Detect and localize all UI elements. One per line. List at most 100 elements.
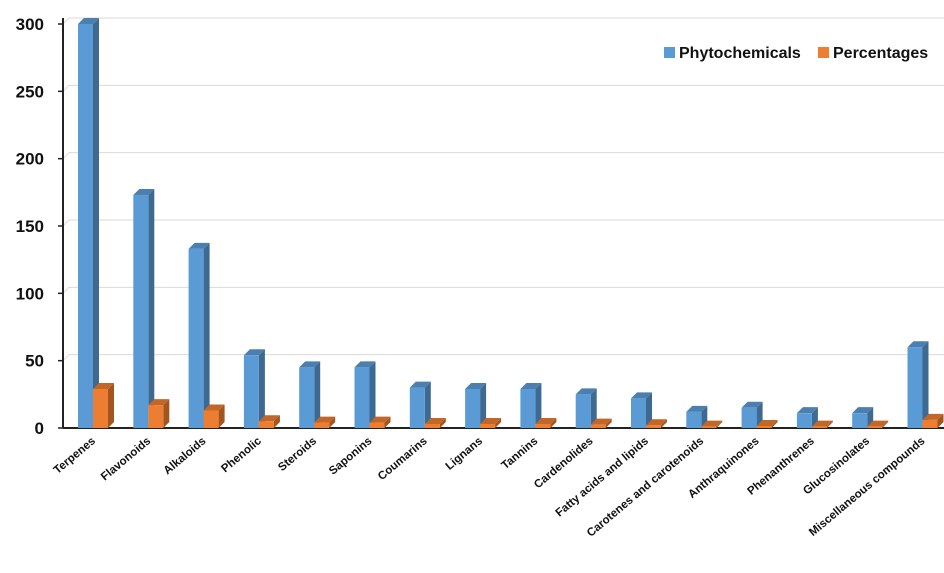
bar-phytochemicals-1-side [148, 189, 155, 428]
bar-percentages-1-side [163, 399, 170, 428]
bar-percentages-5 [369, 416, 391, 428]
bar-phytochemicals-11-top [686, 405, 708, 412]
bar-phytochemicals-8-front [520, 388, 536, 428]
bar-percentages-9-front [590, 424, 606, 428]
bar-phytochemicals-3-side [258, 349, 265, 428]
bar-percentages-6-front [424, 423, 440, 428]
x-tick-label: Flavonoids [99, 435, 153, 483]
bar-percentages-14-side [882, 420, 889, 428]
bar-percentages-15-front [922, 419, 938, 428]
bar-phytochemicals-4-top [299, 361, 321, 368]
bar-percentages-1 [148, 399, 170, 428]
legend-swatch-phytochemicals [664, 47, 675, 58]
bar-percentages-0-side [108, 382, 114, 428]
x-tick-label: Carotenes and carotenoids [585, 435, 706, 539]
bar-phytochemicals-1 [133, 189, 155, 428]
bar-phytochemicals-0-side [93, 18, 99, 428]
bar-phytochemicals-6 [409, 381, 431, 428]
bar-percentages-0 [93, 382, 114, 428]
bar-phytochemicals-14-top [852, 407, 874, 414]
bar-percentages-13-side [826, 420, 833, 428]
bar-percentages-3 [258, 415, 280, 428]
bar-percentages-3-top [258, 415, 280, 422]
bar-phytochemicals-2-front [188, 248, 204, 428]
bar-percentages-2-side [218, 404, 225, 428]
bar-phytochemicals-10-front [631, 398, 646, 428]
bar-phytochemicals-3-front [243, 355, 259, 428]
bar-percentages-2 [203, 404, 225, 428]
bar-percentages-7 [480, 417, 502, 428]
bar-percentages-4-front [314, 422, 330, 428]
bar-phytochemicals-1-front [133, 195, 149, 428]
bar-phytochemicals-2 [188, 242, 210, 428]
bar-phytochemicals-12-front [741, 407, 757, 428]
bar-percentages-4-side [329, 416, 336, 428]
x-tick-label: Coumarins [376, 435, 430, 483]
bar-phytochemicals-9-side [590, 388, 597, 428]
bar-phytochemicals-2-side [203, 242, 210, 428]
bar-phytochemicals-4 [299, 361, 321, 428]
bar-percentages-4 [314, 416, 336, 428]
bar-percentages-15-top [922, 413, 944, 420]
bar-percentages-14-top [867, 420, 889, 427]
x-tick-label: Phenolic [219, 435, 264, 475]
x-tick-label: Fatty acids and lipids [554, 435, 651, 519]
bar-percentages-7-top [480, 417, 502, 424]
bar-percentages-2-front [203, 410, 219, 428]
bar-percentages-8-side [550, 417, 557, 428]
bar-percentages-9-top [590, 418, 612, 425]
bar-phytochemicals-7 [465, 382, 487, 428]
x-tick-label: Lignans [444, 435, 485, 473]
bar-phytochemicals-11 [686, 405, 708, 428]
bar-phytochemicals-10-side [646, 392, 652, 428]
bar-percentages-8-front [535, 423, 551, 428]
bar-percentages-6 [424, 417, 446, 428]
bar-phytochemicals-10 [631, 392, 652, 428]
bar-phytochemicals-15-side [922, 341, 929, 428]
y-tick-label: 100 [16, 284, 44, 303]
bar-percentages-9-side [605, 418, 612, 428]
bar-percentages-14 [867, 420, 889, 428]
x-tick-label: Terpenes [52, 435, 98, 477]
bar-percentages-5-front [369, 422, 385, 428]
bar-percentages-0-front [93, 388, 108, 428]
x-tick-label: Saponins [327, 435, 374, 477]
bar-percentages-5-side [384, 416, 391, 428]
bar-percentages-0-top [93, 382, 114, 389]
legend: Phytochemicals Percentages [664, 45, 928, 62]
y-tick-label: 200 [16, 150, 44, 169]
bar-phytochemicals-0 [78, 18, 99, 428]
bar-percentages-13 [811, 420, 833, 428]
y-tick-label: 150 [16, 217, 44, 236]
bar-phytochemicals-3-top [243, 349, 265, 356]
bar-percentages-4-top [314, 416, 336, 423]
bar-percentages-12 [756, 419, 778, 428]
bar-phytochemicals-2-top [188, 242, 210, 249]
x-tick-labels: Terpenes Flavonoids Alkaloids Phenolic Stero… [52, 435, 928, 540]
bar-phytochemicals-7-side [480, 382, 487, 428]
bar-percentages-1-top [148, 399, 170, 406]
bar-phytochemicals-0-front [78, 24, 93, 428]
y-tick-label: 50 [25, 352, 44, 371]
bar-phytochemicals-15-front [907, 347, 923, 428]
bar-phytochemicals-6-side [424, 381, 431, 428]
bar-percentages-8-top [535, 417, 557, 424]
bar-phytochemicals-10-top [631, 392, 652, 399]
bar-percentages-12-top [756, 419, 778, 426]
bar-phytochemicals-9-front [575, 394, 591, 428]
y-tick-labels: 0 50 100 150 200 250 300 [16, 15, 44, 438]
bar-percentages-2-top [203, 404, 225, 411]
bar-percentages-3-side [273, 415, 280, 428]
legend-label-phytochemicals: Phytochemicals [679, 45, 801, 62]
bar-phytochemicals-5 [354, 361, 376, 428]
bar-percentages-14-front [867, 426, 883, 428]
bar-phytochemicals-15 [907, 341, 929, 428]
y-tick-label: 250 [16, 82, 44, 101]
y-tick-label: 300 [16, 15, 44, 34]
bar-percentages-12-side [771, 419, 778, 428]
bar-phytochemicals-7-top [465, 382, 487, 389]
bar-phytochemicals-6-front [409, 387, 425, 428]
bar-percentages-7-front [480, 423, 496, 428]
